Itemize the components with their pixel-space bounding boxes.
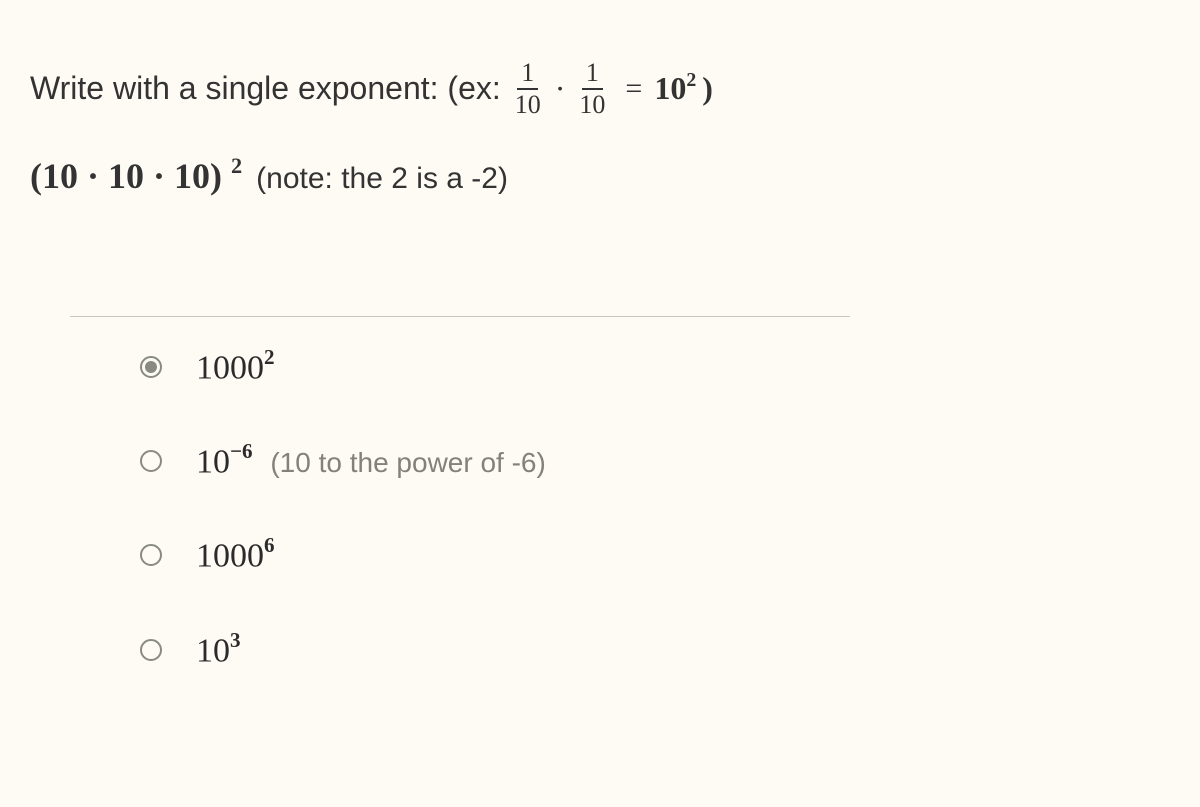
option-1[interactable]: 10−6 (10 to the power of -6) — [140, 441, 1170, 481]
radio-3[interactable] — [140, 639, 162, 661]
divider — [70, 316, 850, 317]
option-exp-2: 6 — [264, 533, 275, 557]
expression-line: (10 · 10 · 10) 2 (note: the 2 is a -2) — [30, 148, 1170, 206]
option-label-0: 10002 — [196, 347, 275, 387]
fraction-2: 1 10 — [575, 60, 609, 118]
option-label-3: 103 — [196, 630, 241, 670]
option-base-1: 10 — [196, 443, 230, 480]
expr-close: ) — [210, 156, 222, 196]
paren-close: ) — [702, 63, 713, 114]
option-3[interactable]: 103 — [140, 630, 1170, 670]
prompt-prefix: Write with a single exponent: (ex: — [30, 63, 501, 114]
radio-0[interactable] — [140, 356, 162, 378]
option-exp-0: 2 — [264, 345, 275, 369]
question-block: Write with a single exponent: (ex: 1 10 … — [30, 60, 1170, 206]
option-hint-1: (10 to the power of -6) — [263, 447, 546, 478]
radio-1[interactable] — [140, 450, 162, 472]
option-label-1: 10−6 (10 to the power of -6) — [196, 441, 546, 481]
prompt-line: Write with a single exponent: (ex: 1 10 … — [30, 60, 1170, 118]
frac2-num: 1 — [582, 60, 603, 90]
expression: (10 · 10 · 10) 2 — [30, 148, 242, 206]
fraction-1: 1 10 — [511, 60, 545, 118]
option-2[interactable]: 10006 — [140, 535, 1170, 575]
options-list: 1000210−6 (10 to the power of -6)1000610… — [140, 347, 1170, 670]
frac1-den: 10 — [511, 90, 545, 118]
equals-sign: = — [625, 65, 642, 113]
option-label-2: 10006 — [196, 535, 275, 575]
frac1-num: 1 — [517, 60, 538, 90]
option-base-3: 10 — [196, 632, 230, 669]
option-exp-1: −6 — [230, 439, 253, 463]
option-base-2: 1000 — [196, 538, 264, 575]
option-base-0: 1000 — [196, 349, 264, 386]
dot-1: · — [555, 63, 566, 114]
option-0[interactable]: 10002 — [140, 347, 1170, 387]
expr-body: 10 · 10 · 10 — [42, 156, 210, 196]
ex-exp: 2 — [686, 69, 696, 91]
exponent-note: (note: the 2 is a -2) — [256, 155, 508, 203]
example-result: 102 — [654, 63, 696, 114]
expr-exp: 2 — [231, 153, 242, 178]
option-exp-3: 3 — [230, 628, 241, 652]
expr-open: ( — [30, 156, 42, 196]
ex-base: 10 — [654, 70, 686, 106]
radio-2[interactable] — [140, 544, 162, 566]
frac2-den: 10 — [575, 90, 609, 118]
